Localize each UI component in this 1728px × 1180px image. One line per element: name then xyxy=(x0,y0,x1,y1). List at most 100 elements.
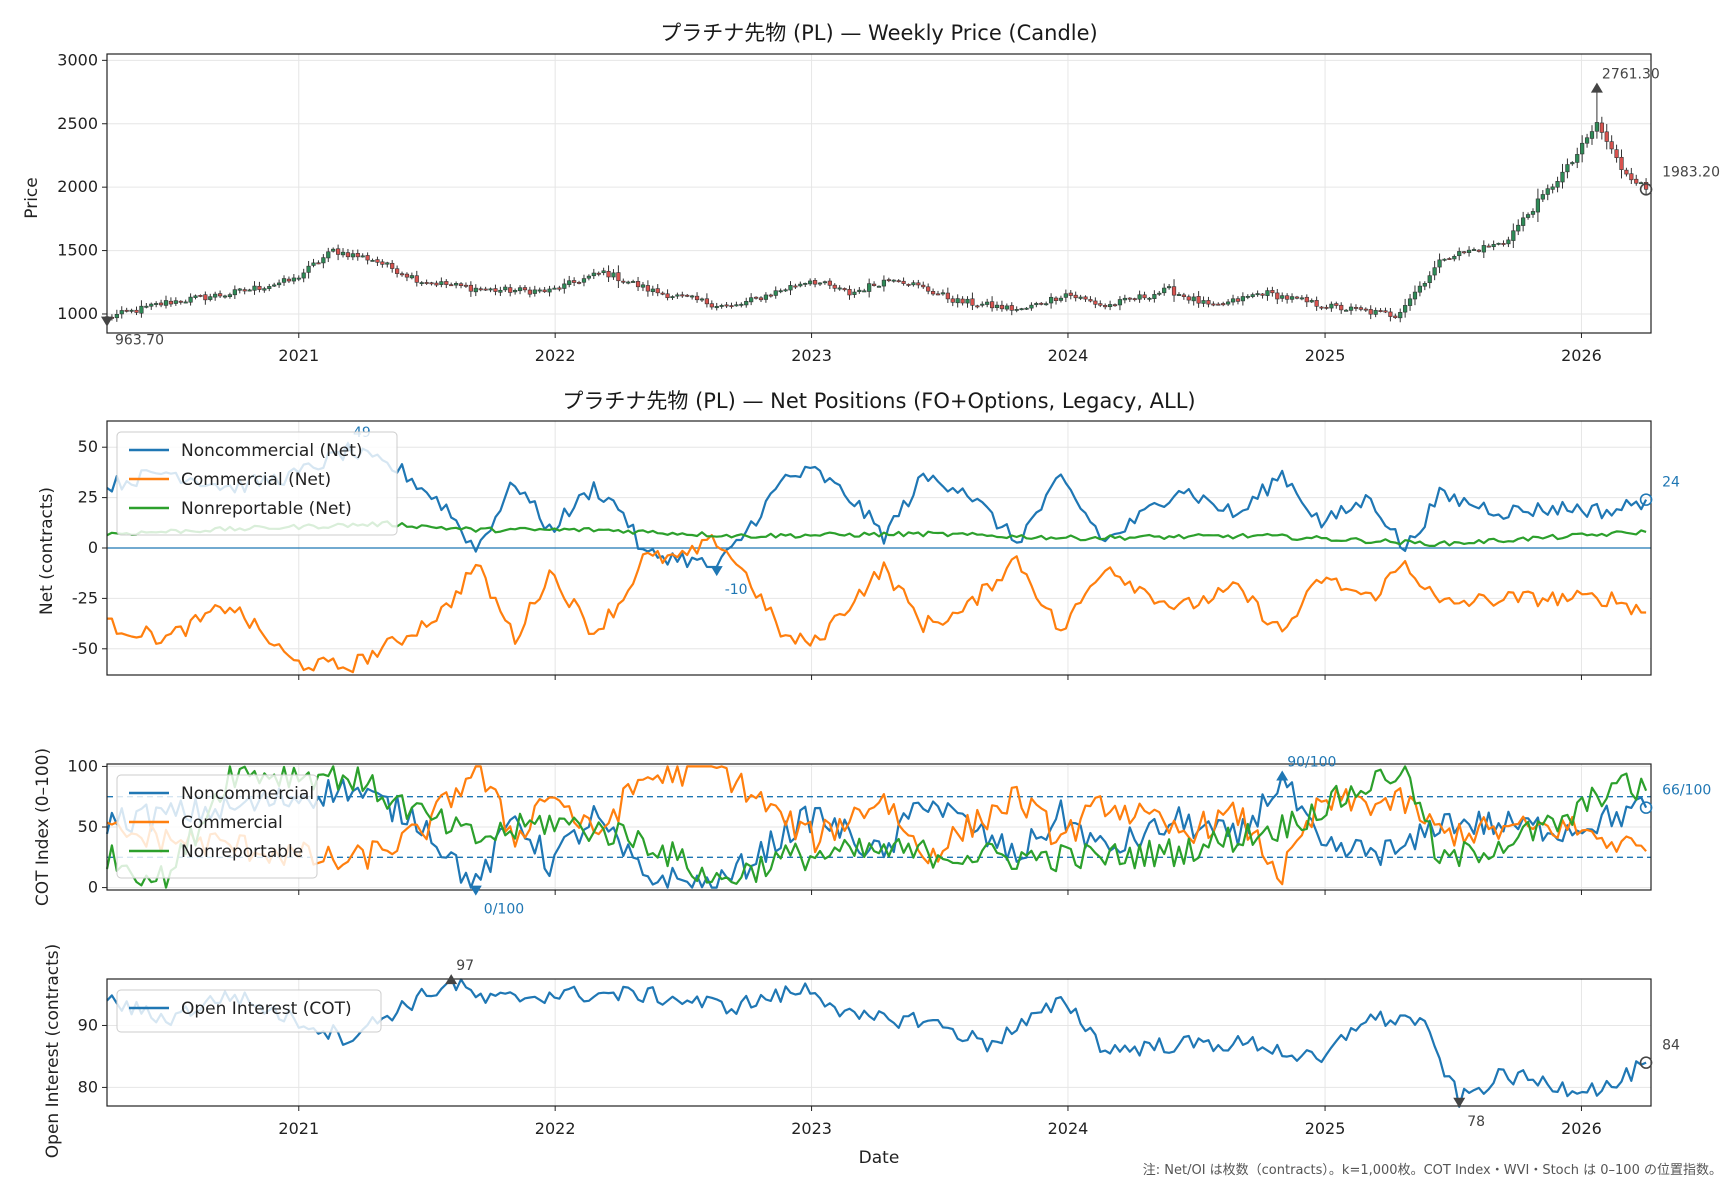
candle xyxy=(1378,310,1383,312)
candle xyxy=(458,283,464,286)
candle xyxy=(267,286,272,289)
candle xyxy=(773,290,778,296)
candle xyxy=(498,289,503,293)
candle xyxy=(675,294,680,297)
candle xyxy=(395,268,400,274)
plot-frame xyxy=(106,53,1652,334)
y-tick-label: -25 xyxy=(72,588,98,607)
candle xyxy=(699,298,705,301)
candle xyxy=(296,277,301,280)
candle xyxy=(768,294,773,297)
candle xyxy=(670,296,675,299)
max-annotation: 90/100 xyxy=(1287,755,1336,771)
candle xyxy=(227,294,233,297)
candle xyxy=(965,298,970,304)
x-tick-label: 2022 xyxy=(535,346,576,365)
candle xyxy=(1339,304,1344,311)
candle xyxy=(1383,310,1388,313)
max-annotation: 97 xyxy=(456,958,474,974)
candle xyxy=(798,283,803,287)
legend-entry: Nonreportable xyxy=(181,842,303,862)
candle xyxy=(178,300,183,303)
candle xyxy=(822,281,828,284)
legend-entry: Commercial (Net) xyxy=(181,470,331,490)
candle xyxy=(144,305,149,308)
x-tick-label: 2026 xyxy=(1561,1119,1602,1138)
last-value-annotation: 24 xyxy=(1662,475,1680,491)
candle xyxy=(778,290,783,293)
candle xyxy=(488,288,493,291)
price-panel: プラチナ先物 (PL) — Weekly Price (Candle) Pric… xyxy=(22,21,1720,365)
candle xyxy=(306,265,311,273)
candle xyxy=(1235,298,1241,302)
candle xyxy=(139,305,144,314)
candle xyxy=(1250,294,1255,297)
candle xyxy=(591,272,596,277)
candle xyxy=(1245,295,1250,298)
candle xyxy=(1545,188,1550,195)
cot-y-axis-label: COT Index (0–100) xyxy=(33,748,53,906)
candle xyxy=(321,257,326,264)
candle xyxy=(685,294,690,297)
candle xyxy=(527,289,532,295)
candle xyxy=(1142,294,1147,299)
candle xyxy=(901,280,906,284)
candle xyxy=(1063,293,1068,298)
candle xyxy=(1496,242,1501,245)
candle xyxy=(876,285,882,288)
candle xyxy=(1525,214,1531,218)
candle xyxy=(921,284,926,288)
candle xyxy=(945,292,950,300)
max-annotation: 2761.30 xyxy=(1602,67,1660,83)
candle xyxy=(168,300,174,305)
candle xyxy=(1491,243,1496,248)
candle xyxy=(291,277,296,282)
price-chart-title: プラチナ先物 (PL) — Weekly Price (Candle) xyxy=(660,21,1097,45)
candle xyxy=(975,305,980,308)
candle xyxy=(812,280,818,285)
candle xyxy=(409,275,414,279)
candle xyxy=(134,309,139,313)
legend-box xyxy=(116,431,398,536)
plot-frame xyxy=(106,420,1652,676)
candle xyxy=(350,253,355,258)
y-tick-label: 0 xyxy=(88,878,98,897)
candle xyxy=(1044,303,1049,306)
candle xyxy=(385,262,390,265)
last-value-marker xyxy=(1639,1056,1653,1069)
candle xyxy=(532,289,537,294)
candle xyxy=(1555,181,1560,188)
candle xyxy=(857,289,862,292)
candle xyxy=(739,303,744,306)
candle xyxy=(252,285,257,291)
candle xyxy=(1275,292,1280,300)
candle xyxy=(468,284,473,292)
candle xyxy=(503,286,508,291)
candle xyxy=(193,295,198,298)
min-annotation: -10 xyxy=(725,582,748,598)
legend-entry: Nonreportable (Net) xyxy=(181,499,352,519)
candle xyxy=(803,282,808,285)
candle xyxy=(606,270,611,278)
candle xyxy=(930,291,936,295)
candle xyxy=(1299,297,1304,300)
candle xyxy=(454,283,459,286)
last-value-marker xyxy=(1639,182,1653,196)
candle xyxy=(1388,311,1393,317)
candle xyxy=(1471,249,1477,251)
candle xyxy=(788,285,793,291)
last-value-annotation: 66/100 xyxy=(1662,783,1711,799)
candle xyxy=(537,289,542,292)
candle xyxy=(114,314,119,319)
candle xyxy=(242,289,247,292)
candle xyxy=(1186,296,1191,301)
candle xyxy=(1304,296,1309,303)
x-tick-label: 2025 xyxy=(1305,346,1346,365)
candle xyxy=(1078,296,1083,299)
candle xyxy=(257,285,262,290)
candle xyxy=(424,282,429,284)
candle xyxy=(340,251,346,256)
candle xyxy=(1285,295,1290,300)
candle xyxy=(994,304,1000,308)
candle xyxy=(336,248,341,255)
